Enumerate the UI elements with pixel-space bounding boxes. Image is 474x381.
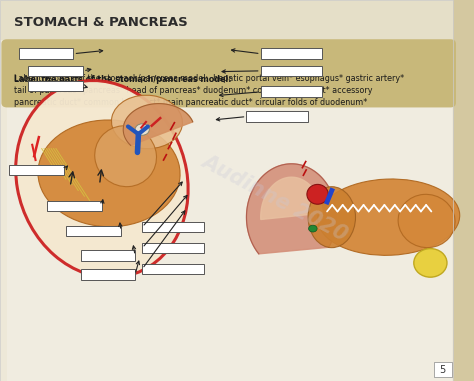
Bar <box>142 243 204 253</box>
FancyBboxPatch shape <box>1 39 456 107</box>
Bar <box>19 48 73 59</box>
Polygon shape <box>261 177 322 219</box>
Bar <box>28 81 83 91</box>
Ellipse shape <box>307 184 328 204</box>
Bar <box>246 111 308 122</box>
Bar <box>9 165 64 175</box>
Polygon shape <box>123 104 193 146</box>
Ellipse shape <box>318 179 460 255</box>
Bar <box>81 250 135 261</box>
Ellipse shape <box>398 194 455 248</box>
Ellipse shape <box>111 95 182 149</box>
Bar <box>261 48 322 59</box>
Bar <box>28 66 83 76</box>
Bar <box>142 222 204 232</box>
Bar <box>453 0 474 381</box>
Bar <box>0 0 453 40</box>
Polygon shape <box>246 164 337 254</box>
Ellipse shape <box>414 248 447 277</box>
Bar <box>261 66 322 76</box>
Bar <box>47 201 102 211</box>
Bar <box>81 269 135 280</box>
Bar <box>142 264 204 274</box>
Ellipse shape <box>308 187 356 248</box>
Text: STOMACH & PANCREAS: STOMACH & PANCREAS <box>14 16 188 29</box>
Text: 5: 5 <box>439 365 446 375</box>
Text: Audinne 2020: Audinne 2020 <box>199 151 351 245</box>
Bar <box>261 86 322 97</box>
Ellipse shape <box>309 225 317 232</box>
Bar <box>434 362 452 377</box>
Bar <box>7 104 452 381</box>
Ellipse shape <box>95 126 156 187</box>
Ellipse shape <box>135 124 149 135</box>
Ellipse shape <box>16 80 188 278</box>
Text: Label the parts of the stomach/pancreas model:: Label the parts of the stomach/pancreas … <box>14 75 232 84</box>
Ellipse shape <box>38 120 180 227</box>
Text: Label the parts of the stomach/pancreas model:  hepatic portal vein* esophagus* : Label the parts of the stomach/pancreas … <box>14 74 404 107</box>
Bar <box>66 226 121 236</box>
